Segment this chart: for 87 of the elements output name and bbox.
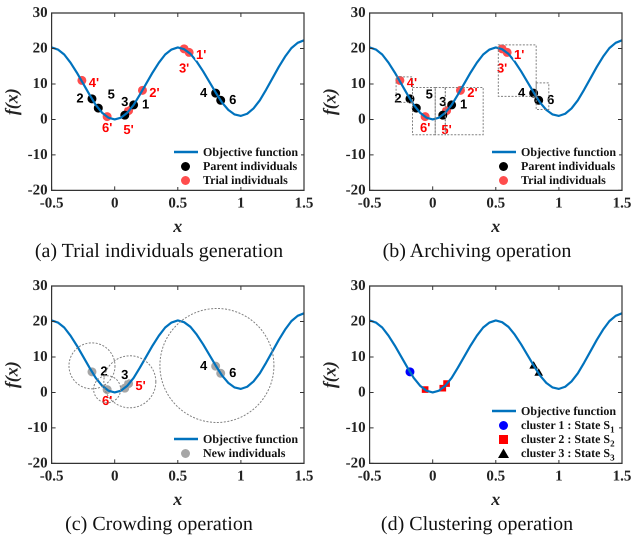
y-tick-label: 30 [350,4,366,21]
legend-label: cluster 3 : State S$_{3}$ [521,446,615,463]
annotation: 6 [229,92,236,107]
annotation: 3' [496,60,508,76]
annotation: 6' [102,120,112,136]
y-tick-label: 0 [40,111,48,128]
y-tick-label: 20 [32,313,48,330]
annotation: 4 [518,84,526,100]
annotation: 3 [121,94,128,109]
legend-label: Parent individuals [203,159,298,174]
text: (a) Trial individuals generation [34,240,284,263]
x-tick-label: 1 [555,195,563,212]
y-tick-label: 10 [32,76,48,92]
annotation: 3 [439,94,446,109]
y-axis-title: f(x) [319,88,340,116]
x-tick-label: 0 [110,195,118,212]
annotation: 2' [149,84,160,100]
y-tick-label: 10 [350,348,366,365]
legend-label: New individuals [203,446,286,460]
annotation: 6 [229,364,236,380]
y-tick-label: -10 [28,146,48,163]
y-tick-label: 10 [350,76,366,92]
annotation: 5 [108,86,115,102]
annotation: 4 [200,84,208,100]
x-tick-label: 1.5 [612,195,632,212]
annotation: 6' [420,120,430,136]
annotation: 5 [426,86,433,102]
legend-label: cluster 1 : State S$_{1}$ [521,418,615,435]
x-tick-label: 0.5 [486,195,506,212]
x-tick-label: 1 [237,195,245,212]
y-tick-label: 20 [350,313,366,330]
legend-label: Objective function [203,145,298,160]
annotation: 1' [514,46,524,62]
annotation: 1 [142,96,150,112]
x-tick-label: 0 [428,195,436,212]
legend-label: cluster 2 : State S$_{2}$ [521,432,615,449]
text: (d) Clustering operation [380,513,574,536]
x-axis-title: x [490,216,500,236]
y-tick-label: 20 [32,40,48,56]
y-tick-label: 0 [358,111,366,128]
annotation: 2 [100,363,108,378]
legend-label: Parent individuals [521,159,616,174]
x-tick-label: 0 [110,468,118,484]
legend-label: Trial individuals [521,173,606,188]
y-tick-label: 0 [358,384,366,400]
y-tick-label: 10 [32,348,48,365]
annotation: 5' [123,122,134,138]
x-tick-label: 0.5 [168,195,188,212]
x-tick-label: 0.5 [168,468,188,484]
legend-label: Objective function [521,404,616,418]
annotation: 2' [467,84,478,100]
y-tick-label: -10 [28,420,48,436]
x-tick-label: 0 [428,468,436,484]
y-tick-label: -10 [346,420,366,436]
x-axis-title: x [172,216,182,236]
x-tick-label: 1.5 [612,468,632,484]
x-axis-title: x [490,488,500,509]
y-tick-label: 30 [32,4,48,21]
annotation: 3' [178,60,190,76]
y-axis-title: f(x) [1,361,22,388]
y-tick-label: 30 [32,278,48,294]
x-tick-label: 1.5 [294,468,314,484]
y-tick-label: -10 [346,146,366,163]
y-axis-title: f(x) [1,88,22,116]
annotation: 4' [88,74,100,90]
legend-label: Objective function [203,432,298,446]
y-axis-title: f(x) [319,361,340,388]
annotation: 1' [196,46,206,62]
annotation: 5' [441,122,452,138]
annotation: 4 [200,358,208,373]
x-axis-title: x [172,488,182,509]
y-tick-label: 30 [350,278,366,294]
annotation: 3 [121,366,128,382]
legend-label: Objective function [521,145,616,160]
y-tick-label: 20 [350,40,366,56]
annotation: 5' [135,378,146,394]
x-tick-label: 1 [555,468,563,484]
annotation: 2 [76,90,84,106]
annotation: 6' [102,393,112,408]
x-tick-label: 0.5 [486,468,506,484]
legend-label: Trial individuals [203,173,288,188]
annotation: 1 [460,96,468,112]
y-tick-label: 0 [40,384,48,400]
x-tick-label: 1.5 [294,195,314,212]
text: (c) Crowding operation [64,513,254,536]
x-tick-label: 1 [237,468,245,484]
text: (b) Archiving operation [382,240,572,263]
